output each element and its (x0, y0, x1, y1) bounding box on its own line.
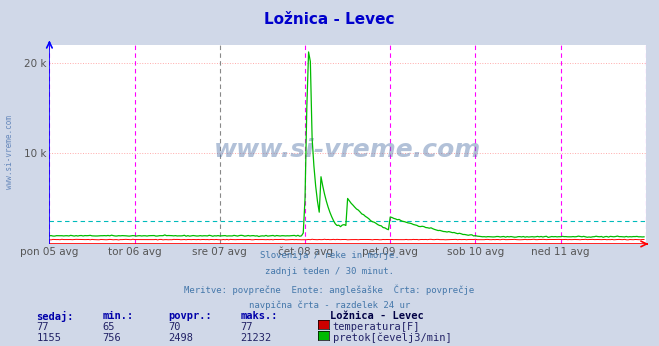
Text: maks.:: maks.: (241, 311, 278, 321)
Text: 77: 77 (36, 322, 49, 333)
Text: www.si-vreme.com: www.si-vreme.com (214, 138, 481, 162)
Text: 77: 77 (241, 322, 253, 333)
Text: 1155: 1155 (36, 333, 61, 343)
Text: 756: 756 (102, 333, 121, 343)
Text: temperatura[F]: temperatura[F] (333, 322, 420, 333)
Text: 21232: 21232 (241, 333, 272, 343)
Text: www.si-vreme.com: www.si-vreme.com (5, 115, 14, 189)
Text: pretok[čevelj3/min]: pretok[čevelj3/min] (333, 333, 451, 343)
Text: Slovenija / reke in morje.: Slovenija / reke in morje. (260, 251, 399, 260)
Text: Ložnica - Levec: Ložnica - Levec (264, 12, 395, 27)
Text: navpična črta - razdelek 24 ur: navpična črta - razdelek 24 ur (249, 301, 410, 310)
Text: sedaj:: sedaj: (36, 311, 74, 322)
Text: povpr.:: povpr.: (168, 311, 212, 321)
Text: Meritve: povprečne  Enote: anglešaške  Črta: povprečje: Meritve: povprečne Enote: anglešaške Črt… (185, 284, 474, 294)
Text: 2498: 2498 (168, 333, 193, 343)
Text: 70: 70 (168, 322, 181, 333)
Text: min.:: min.: (102, 311, 133, 321)
Text: 65: 65 (102, 322, 115, 333)
Text: Ložnica - Levec: Ložnica - Levec (330, 311, 423, 321)
Text: zadnji teden / 30 minut.: zadnji teden / 30 minut. (265, 267, 394, 276)
